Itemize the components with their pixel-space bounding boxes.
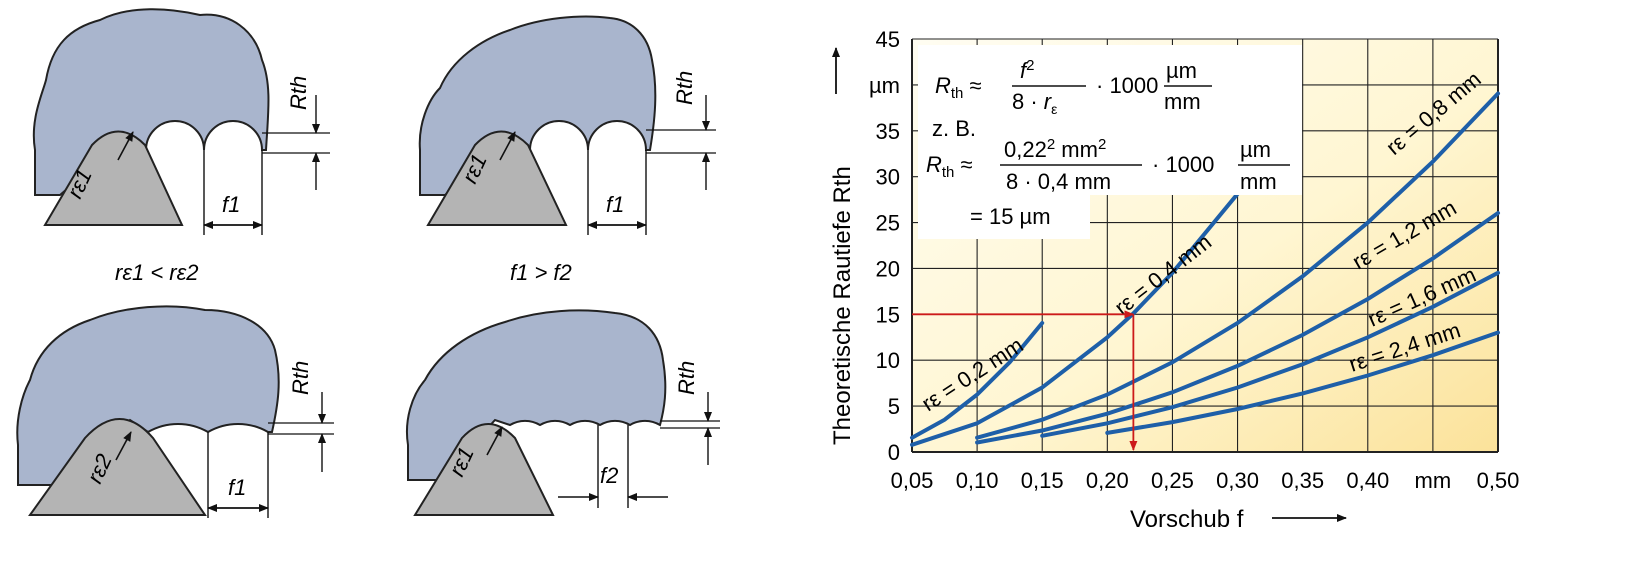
x-tick-labels: 0,05 0,10 0,15 0,20 0,25 0,30 0,35 0,40 mm 0,50 xyxy=(891,468,1520,493)
y-tick-label: 45 xyxy=(876,27,900,52)
y-tick-labels: 0 5 10 15 20 25 30 35 µm 45 xyxy=(869,27,900,465)
caption-right: f1 > f2 xyxy=(510,260,572,285)
feed-label: f1 xyxy=(228,475,246,500)
formula2-unit-bottom: mm xyxy=(1240,169,1277,194)
diagram-larger-radius-feed-f1: rε2 f1 Rth xyxy=(16,305,334,518)
x-tick-label: 0,50 xyxy=(1477,468,1520,493)
height-label: Rth xyxy=(672,71,697,105)
height-label: Rth xyxy=(674,361,699,395)
x-tick-label: 0,40 xyxy=(1346,468,1389,493)
y-tick-label: 15 xyxy=(876,302,900,327)
y-tick-label: 30 xyxy=(876,165,900,190)
diagram-small-radius-feed-f2: rε1 f2 Rth xyxy=(406,309,720,516)
series-line xyxy=(1040,270,1500,438)
x-tick-label: mm xyxy=(1415,468,1452,493)
diagram-small-radius-feed-f1: rε1 f1 Rth xyxy=(418,15,716,235)
cutting-tool xyxy=(43,130,184,226)
diagram-large-radius-feed-f1: rε1 f1 Rth xyxy=(32,8,330,235)
x-tick-label: 0,35 xyxy=(1281,468,1324,493)
height-label: Rth xyxy=(286,76,311,110)
cutting-tool xyxy=(413,423,555,516)
formula-line2: Rth ≈ xyxy=(926,152,973,181)
formula-unit-top: µm xyxy=(1166,58,1197,83)
x-tick-label: 0,30 xyxy=(1216,468,1259,493)
x-axis-label: Vorschub f xyxy=(1130,506,1347,533)
example-label: z. B. xyxy=(932,116,976,141)
feed-label: f1 xyxy=(222,192,240,217)
y-tick-label: 25 xyxy=(876,211,900,236)
x-tick-label: 0,25 xyxy=(1151,468,1194,493)
formula-box: Rth ≈ f2 8 · rε · 1000 µm mm z. B. Rth ≈… xyxy=(918,45,1302,239)
formula2-denominator: 8 · 0,4 mm xyxy=(1006,169,1111,194)
svg-text:Vorschub f: Vorschub f xyxy=(1130,506,1244,533)
y-axis-label: Theoretische Rautiefe Rth xyxy=(829,47,856,445)
height-label: Rth xyxy=(288,361,313,395)
formula2-factor: · 1000 xyxy=(1152,152,1214,177)
x-tick-label: 0,10 xyxy=(956,468,999,493)
formula-factor: · 1000 xyxy=(1096,73,1158,98)
feed-label: f1 xyxy=(606,192,624,217)
cutting-tool xyxy=(426,130,568,226)
y-tick-label: 10 xyxy=(876,348,900,373)
y-tick-label: 20 xyxy=(876,256,900,281)
y-tick-label: µm xyxy=(869,73,900,98)
x-tick-label: 0,05 xyxy=(891,468,934,493)
formula2-unit-top: µm xyxy=(1240,137,1271,162)
feed-label: f2 xyxy=(600,463,618,488)
svg-text:Theoretische Rautiefe Rth: Theoretische Rautiefe Rth xyxy=(829,166,856,445)
x-tick-label: 0,15 xyxy=(1021,468,1064,493)
y-tick-label: 5 xyxy=(888,394,900,419)
formula-denominator: 8 · rε xyxy=(1012,89,1057,117)
y-tick-label: 0 xyxy=(888,440,900,465)
formula2-numerator: 0,222 mm2 xyxy=(1004,136,1106,162)
x-tick-label: 0,20 xyxy=(1086,468,1129,493)
formula-result: = 15 µm xyxy=(970,204,1051,229)
caption-left: rε1 < rε2 xyxy=(115,260,199,285)
workpiece xyxy=(406,309,667,481)
example-guide xyxy=(912,310,1138,451)
y-tick-label: 35 xyxy=(876,119,900,144)
cutting-tool xyxy=(28,418,207,516)
formula-line1: Rth ≈ xyxy=(935,73,982,102)
formula-unit-bottom: mm xyxy=(1164,89,1201,114)
